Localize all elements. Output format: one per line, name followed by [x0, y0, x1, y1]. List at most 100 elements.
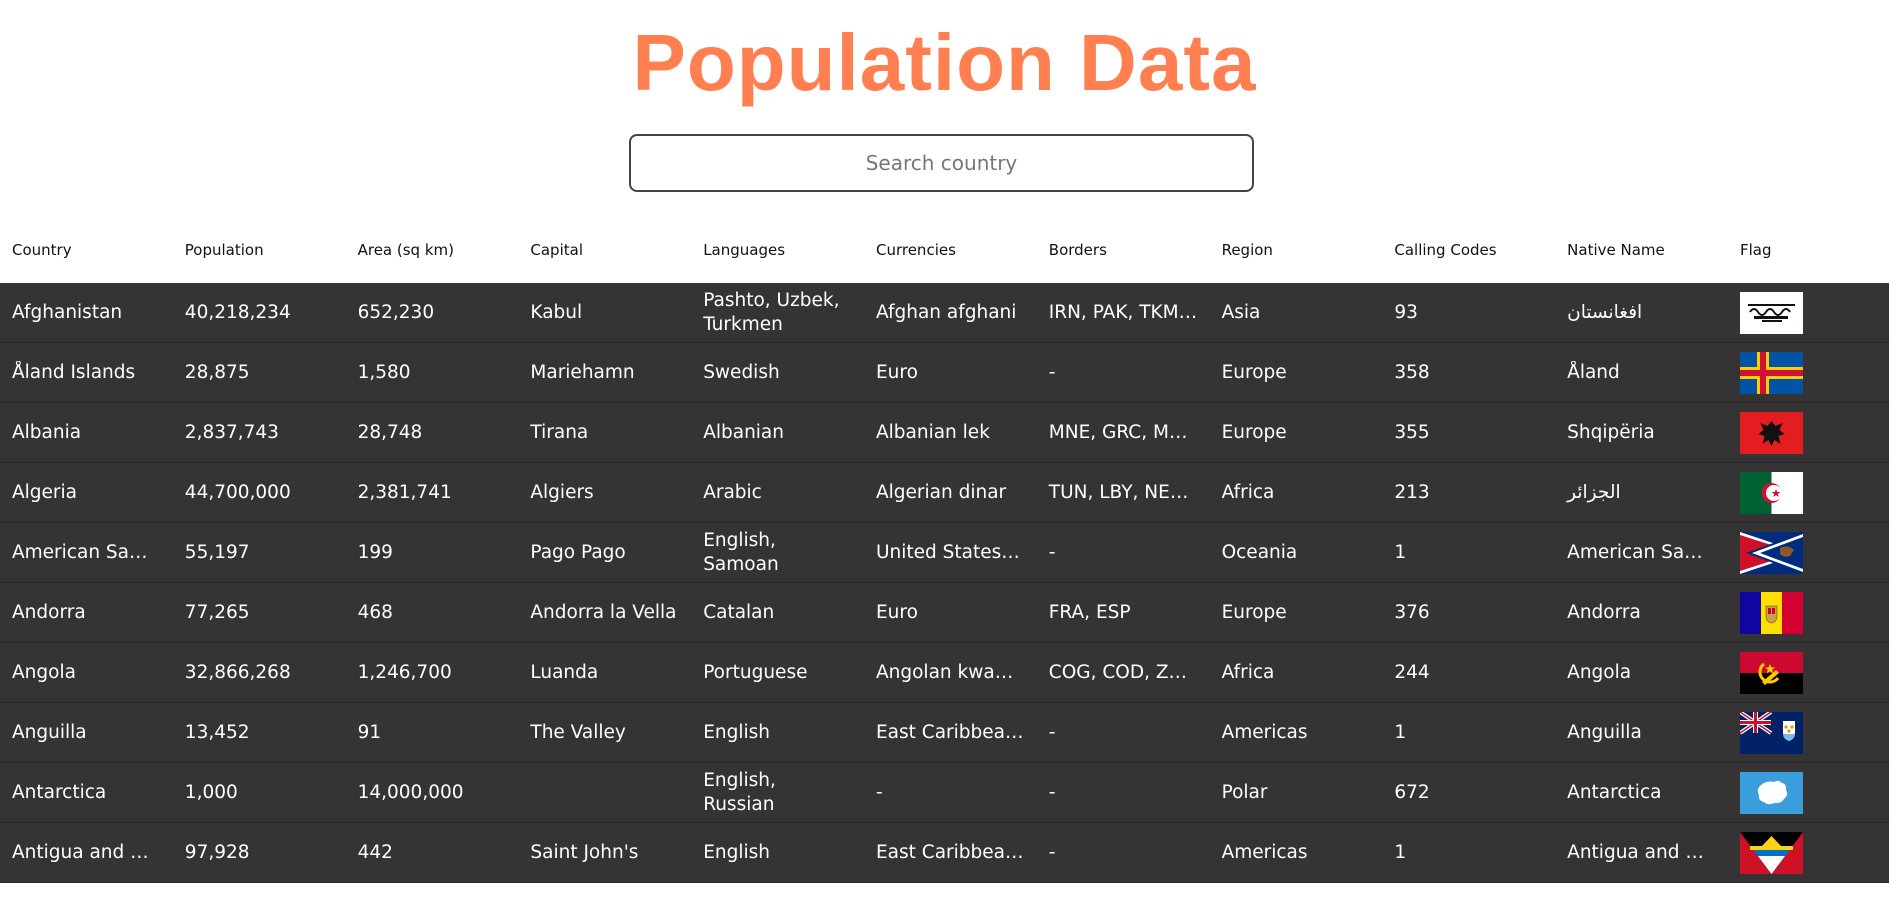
cell-country: Angola — [12, 661, 76, 683]
cell-area: 2,381,741 — [357, 481, 452, 503]
cell-calling-code: 1 — [1394, 541, 1407, 563]
cell-population: 77,265 — [184, 601, 250, 623]
cell-languages: English, Russian — [703, 769, 776, 815]
cell-population: 13,452 — [184, 721, 250, 743]
angola-flag-icon — [1739, 651, 1803, 694]
table-row[interactable]: Albania 2,837,743 28,748 Tirana Albanian… — [0, 403, 1889, 463]
table-row[interactable]: Afghanistan 40,218,234 652,230 Kabul Pas… — [0, 283, 1889, 343]
cell-flag — [1728, 771, 1889, 814]
cell-languages: English, Samoan — [703, 529, 779, 575]
anguilla-flag-icon — [1739, 711, 1803, 754]
table-row[interactable]: Angola 32,866,268 1,246,700 Luanda Portu… — [0, 643, 1889, 703]
cell-native-name: الجزائر — [1567, 481, 1621, 503]
andorra-flag-icon — [1739, 591, 1803, 634]
cell-capital: The Valley — [530, 721, 626, 743]
cell-flag — [1728, 831, 1889, 874]
albania-flag-icon — [1739, 411, 1803, 454]
column-header-calling-codes[interactable]: Calling Codes — [1394, 241, 1497, 259]
cell-calling-code: 1 — [1394, 721, 1407, 743]
cell-region: Europe — [1221, 601, 1287, 623]
cell-languages: Albanian — [703, 421, 784, 443]
cell-languages: Swedish — [703, 361, 780, 383]
column-header-population[interactable]: Population — [184, 241, 264, 259]
cell-area: 652,230 — [357, 301, 435, 323]
column-header-languages[interactable]: Languages — [703, 241, 786, 259]
cell-population: 28,875 — [184, 361, 250, 383]
cell-area: 468 — [357, 601, 393, 623]
cell-region: Africa — [1221, 481, 1275, 503]
cell-area: 199 — [357, 541, 393, 563]
cell-population: 1,000 — [184, 781, 238, 803]
cell-country: Andorra — [12, 601, 86, 623]
table-row[interactable]: Algeria 44,700,000 2,381,741 Algiers Ara… — [0, 463, 1889, 523]
table-row[interactable]: Antigua and Barbuda 97,928 442 Saint Joh… — [0, 823, 1889, 883]
cell-country: Anguilla — [12, 721, 87, 743]
cell-capital: Luanda — [530, 661, 599, 683]
cell-capital: Tirana — [530, 421, 589, 443]
cell-languages: Portuguese — [703, 661, 808, 683]
cell-country: Algeria — [12, 481, 78, 503]
cell-region: Europe — [1221, 421, 1287, 443]
column-header-area[interactable]: Area (sq km) — [357, 241, 454, 259]
cell-currencies: Euro — [875, 601, 918, 623]
column-header-country[interactable]: Country — [12, 241, 72, 259]
algeria-flag-icon — [1739, 471, 1803, 514]
cell-languages: Catalan — [703, 601, 775, 623]
cell-flag — [1728, 651, 1889, 694]
column-header-capital[interactable]: Capital — [530, 241, 583, 259]
column-header-borders[interactable]: Borders — [1048, 241, 1107, 259]
cell-population: 2,837,743 — [184, 421, 279, 443]
cell-country: American Samoa — [12, 541, 170, 563]
cell-borders: - — [1048, 781, 1056, 803]
cell-area: 442 — [357, 841, 393, 863]
cell-currencies: Albanian lek — [875, 421, 990, 443]
cell-country: Antarctica — [12, 781, 107, 803]
cell-flag — [1728, 291, 1889, 334]
cell-calling-code: 358 — [1394, 361, 1430, 383]
cell-languages: Arabic — [703, 481, 762, 503]
cell-native-name: Angola — [1567, 661, 1632, 683]
cell-native-name: Antarctica — [1567, 781, 1662, 803]
cell-native-name: Shqipëria — [1567, 421, 1655, 443]
cell-population: 97,928 — [184, 841, 250, 863]
cell-currencies: East Caribbean dollar — [875, 721, 1037, 743]
table-row[interactable]: Antarctica 1,000 14,000,000 English, Rus… — [0, 763, 1889, 823]
cell-languages: English — [703, 841, 770, 863]
cell-currencies: Angolan kwanza — [875, 661, 1028, 683]
cell-region: Americas — [1221, 721, 1308, 743]
cell-region: Americas — [1221, 841, 1308, 863]
table-row[interactable]: Andorra 77,265 468 Andorra la Vella Cata… — [0, 583, 1889, 643]
table-row[interactable]: American Samoa 55,197 199 Pago Pago Engl… — [0, 523, 1889, 583]
cell-population: 44,700,000 — [184, 481, 291, 503]
cell-currencies: Euro — [875, 361, 918, 383]
cell-area: 14,000,000 — [357, 781, 464, 803]
cell-area: 28,748 — [357, 421, 423, 443]
cell-currencies: East Caribbean dollar — [875, 841, 1037, 863]
column-header-region[interactable]: Region — [1221, 241, 1273, 259]
cell-borders: - — [1048, 841, 1056, 863]
cell-flag — [1728, 711, 1889, 754]
cell-native-name: Anguilla — [1567, 721, 1642, 743]
cell-country: Albania — [12, 421, 82, 443]
cell-area: 1,246,700 — [357, 661, 452, 683]
cell-country: Antigua and Barbuda — [12, 841, 173, 863]
aland-flag-icon — [1739, 351, 1803, 394]
page-title: Population Data — [632, 18, 1257, 107]
table-row[interactable]: Åland Islands 28,875 1,580 Mariehamn Swe… — [0, 343, 1889, 403]
american-samoa-flag-icon — [1739, 531, 1803, 574]
search-input[interactable] — [629, 134, 1254, 192]
table-row[interactable]: Anguilla 13,452 91 The Valley English Ea… — [0, 703, 1889, 763]
cell-country: Afghanistan — [12, 301, 123, 323]
cell-population: 40,218,234 — [184, 301, 291, 323]
cell-borders: COG, COD, ZMB, NAM — [1048, 661, 1210, 683]
column-header-flag[interactable]: Flag — [1739, 241, 1772, 259]
cell-native-name: Åland — [1567, 361, 1620, 383]
cell-borders: TUN, LBY, NER, ESH, MRT, MLI, MAR — [1048, 481, 1210, 503]
cell-flag — [1728, 351, 1889, 394]
column-header-currencies[interactable]: Currencies — [875, 241, 956, 259]
cell-calling-code: 355 — [1394, 421, 1430, 443]
table-body: Afghanistan 40,218,234 652,230 Kabul Pas… — [0, 283, 1889, 883]
cell-capital: Andorra la Vella — [530, 601, 677, 623]
column-header-native-name[interactable]: Native Name — [1567, 241, 1665, 259]
cell-capital: Algiers — [530, 481, 594, 503]
